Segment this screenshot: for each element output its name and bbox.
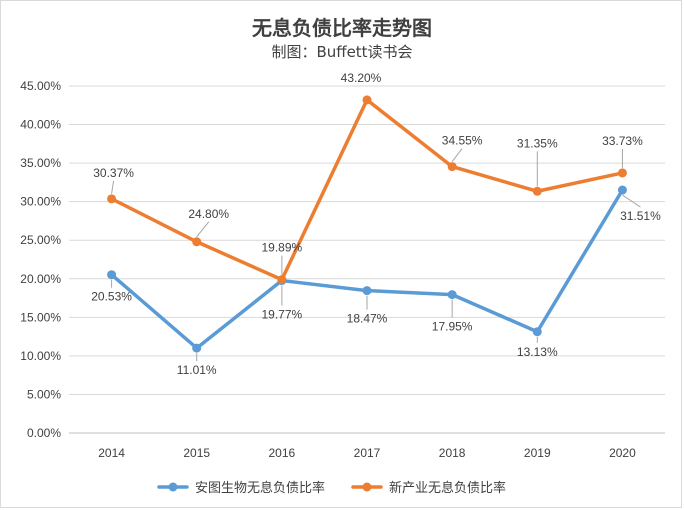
- y-tick-label: 40.00%: [20, 118, 61, 132]
- data-labels: 20.53% 11.01% 19.77% 18.47% 17.95% 13.13% 31.5…: [91, 71, 661, 377]
- data-label: 31.51%: [620, 209, 661, 223]
- label-leader-line: [622, 194, 641, 208]
- data-label: 19.77%: [262, 308, 303, 322]
- data-point: [617, 168, 627, 178]
- y-tick-label: 10.00%: [20, 349, 61, 363]
- data-point: [107, 270, 117, 280]
- data-label: 31.35%: [517, 136, 558, 150]
- label-leader-line: [111, 180, 115, 194]
- label-leader-line: [196, 221, 210, 238]
- series-lines: [107, 95, 627, 353]
- y-tick-label: 25.00%: [20, 233, 61, 247]
- data-point: [362, 286, 372, 296]
- data-label: 30.37%: [93, 166, 134, 180]
- legend-label: 安图生物无息负债比率: [195, 480, 325, 496]
- data-label: 11.01%: [177, 363, 217, 377]
- y-tick-label: 30.00%: [20, 195, 61, 209]
- data-point: [617, 185, 627, 195]
- series-line-2: [109, 98, 625, 282]
- y-tick-label: 45.00%: [20, 79, 61, 93]
- label-leader-line: [451, 148, 463, 162]
- data-label: 13.13%: [517, 345, 558, 359]
- x-tick-label: 2017: [354, 446, 381, 460]
- y-tick-label: 0.00%: [27, 426, 61, 440]
- chart-subtitle: 制图：Buffett读书会: [271, 43, 412, 61]
- data-label: 20.53%: [91, 290, 132, 304]
- data-point: [192, 237, 202, 247]
- y-axis-ticks: 0.00% 5.00% 10.00% 15.00% 20.00% 25.00% 30.00%…: [20, 79, 61, 440]
- data-label: 19.89%: [262, 241, 303, 255]
- data-label: 33.73%: [602, 134, 643, 148]
- data-label: 43.20%: [341, 71, 382, 85]
- legend-swatch-marker: [168, 482, 178, 492]
- y-tick-label: 20.00%: [20, 272, 61, 286]
- x-axis-ticks: 2014 2015 2016 2017 2018 2019 2020: [98, 446, 636, 460]
- x-tick-label: 2016: [269, 446, 296, 460]
- chart-title: 无息负债比率走势图: [252, 16, 432, 40]
- x-tick-label: 2015: [183, 446, 210, 460]
- y-tick-label: 15.00%: [20, 310, 61, 324]
- x-tick-label: 2018: [439, 446, 466, 460]
- data-point: [362, 95, 372, 105]
- data-point: [532, 186, 542, 196]
- x-tick-label: 2019: [524, 446, 551, 460]
- x-tick-label: 2020: [609, 446, 636, 460]
- data-label: 17.95%: [432, 320, 473, 334]
- data-point: [277, 275, 287, 285]
- data-point: [107, 194, 117, 204]
- legend-swatch-marker: [362, 482, 372, 492]
- label-leaders: [111, 148, 641, 362]
- x-tick-label: 2014: [98, 446, 125, 460]
- data-label: 34.55%: [442, 134, 483, 148]
- legend-label: 新产业无息负债比率: [389, 480, 506, 496]
- y-tick-label: 5.00%: [27, 387, 61, 401]
- data-label: 18.47%: [347, 312, 388, 326]
- data-point: [532, 327, 542, 337]
- data-point: [447, 162, 457, 172]
- data-point: [192, 343, 202, 353]
- data-label: 24.80%: [188, 207, 229, 221]
- legend: 安图生物无息负债比率 新产业无息负债比率: [157, 480, 506, 496]
- gridlines: [69, 85, 665, 434]
- y-tick-label: 35.00%: [20, 156, 61, 170]
- data-point: [447, 290, 457, 300]
